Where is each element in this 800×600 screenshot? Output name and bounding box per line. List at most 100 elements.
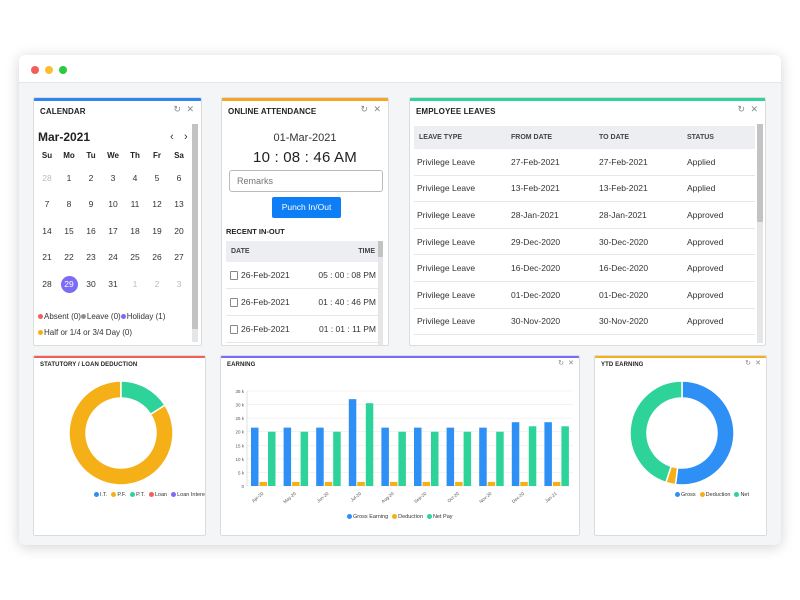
refresh-icon[interactable]: ↻ <box>558 360 564 367</box>
bar-deduction[interactable] <box>455 481 463 486</box>
punch-in-out-button[interactable]: Punch In/Out <box>272 197 341 218</box>
bar-gross-earning[interactable] <box>511 422 520 486</box>
legend-item[interactable]: Loan <box>148 492 167 498</box>
calendar-day[interactable]: 2 <box>154 278 160 289</box>
bar-net-pay[interactable] <box>268 431 276 486</box>
calendar-day[interactable]: 6 <box>176 173 182 183</box>
bar-net-pay[interactable] <box>365 403 374 486</box>
legend-item[interactable]: Deduction <box>699 492 730 498</box>
bar-gross-earning[interactable] <box>544 422 552 486</box>
column-header-status[interactable]: STATUS <box>687 134 714 141</box>
calendar-day[interactable]: 16 <box>86 225 96 236</box>
bar-net-pay[interactable] <box>300 431 309 486</box>
column-header-to-date[interactable]: TO DATE <box>599 134 630 141</box>
bar-gross-earning[interactable] <box>446 427 455 486</box>
column-header-leave-type[interactable]: LEAVE TYPE <box>419 134 463 141</box>
calendar-day[interactable]: 19 <box>152 225 162 236</box>
bar-net-pay[interactable] <box>398 431 406 486</box>
calendar-day[interactable]: 3 <box>110 173 116 183</box>
calendar-day[interactable]: 4 <box>132 173 138 183</box>
calendar-day[interactable]: 12 <box>152 199 162 210</box>
calendar-day[interactable]: 2 <box>88 173 94 183</box>
calendar-day[interactable]: 11 <box>130 199 140 210</box>
calendar-day[interactable]: 30 <box>86 278 96 289</box>
legend-item[interactable]: Loan Interes <box>171 492 205 498</box>
calendar-day[interactable]: 7 <box>44 199 50 210</box>
calendar-day[interactable]: 10 <box>108 199 118 210</box>
leaves-scrollbar[interactable] <box>757 124 763 343</box>
legend-item[interactable]: Net Pay <box>426 514 453 520</box>
close-icon[interactable]: ✕ <box>186 104 194 114</box>
legend-item[interactable]: Gross <box>675 492 696 498</box>
bar-deduction[interactable] <box>324 481 333 486</box>
bar-deduction[interactable] <box>487 481 496 486</box>
refresh-icon[interactable]: ↻ <box>173 104 181 114</box>
bar-net-pay[interactable] <box>333 431 341 486</box>
table-row[interactable]: Privilege Leave 16-Dec-2020 16-Dec-2020 App… <box>414 255 755 282</box>
calendar-day[interactable]: 13 <box>174 199 184 210</box>
calendar-day[interactable]: 1 <box>132 278 138 289</box>
bar-deduction[interactable] <box>520 481 528 486</box>
bar-gross-earning[interactable] <box>414 427 422 486</box>
calendar-day[interactable]: 17 <box>108 225 118 236</box>
table-row[interactable]: Privilege Leave16-Nov-202016-Nov-2020App… <box>414 335 755 345</box>
legend-item[interactable]: Deduction <box>392 514 423 520</box>
table-row[interactable]: Privilege Leave 01-Dec-2020 01-Dec-2020 App… <box>414 282 755 309</box>
bar-net-pay[interactable] <box>496 431 504 486</box>
legend-item[interactable]: I.T. <box>94 492 107 498</box>
calendar-day[interactable]: 22 <box>64 252 74 263</box>
attendance-scrollbar[interactable] <box>378 241 383 345</box>
bar-deduction[interactable] <box>292 481 300 486</box>
leaves-scroll-thumb[interactable] <box>757 124 763 222</box>
bar-deduction[interactable] <box>552 481 561 486</box>
bar-deduction[interactable] <box>422 481 431 486</box>
calendar-day[interactable]: 21 <box>42 252 52 263</box>
close-icon[interactable]: ✕ <box>568 360 574 367</box>
calendar-day[interactable]: 14 <box>42 225 52 236</box>
donut-slice-gross[interactable] <box>674 380 735 486</box>
table-row[interactable]: Privilege Leave 29-Dec-2020 30-Dec-2020 App… <box>414 229 755 256</box>
column-header-from-date[interactable]: FROM DATE <box>511 134 553 141</box>
legend-item[interactable]: P.T. <box>130 492 145 498</box>
refresh-icon[interactable]: ↻ <box>745 360 751 367</box>
prev-month-icon[interactable]: ‹ <box>170 131 174 143</box>
window-minimize-button[interactable] <box>45 66 53 74</box>
table-row[interactable]: Privilege Leave 13-Feb-2021 13-Feb-2021 App… <box>414 176 755 203</box>
calendar-day[interactable]: 23 <box>86 252 96 263</box>
close-icon[interactable]: ✕ <box>750 104 758 114</box>
table-row[interactable]: Privilege Leave 30-Nov-2020 30-Nov-2020 App… <box>414 309 755 336</box>
bar-gross-earning[interactable] <box>251 427 259 486</box>
calendar-day[interactable]: 26 <box>152 252 162 263</box>
bar-deduction[interactable] <box>259 481 268 486</box>
window-close-button[interactable] <box>31 66 39 74</box>
close-icon[interactable]: ✕ <box>755 360 761 367</box>
calendar-day[interactable]: 8 <box>66 199 72 210</box>
bar-net-pay[interactable] <box>528 426 537 486</box>
bar-net-pay[interactable] <box>561 426 569 486</box>
calendar-day[interactable]: 28 <box>42 278 52 289</box>
legend-item[interactable]: Gross Earning <box>347 514 388 520</box>
bar-gross-earning[interactable] <box>348 399 357 486</box>
calendar-day[interactable]: 27 <box>174 252 184 263</box>
legend-item[interactable]: Net <box>734 492 749 498</box>
calendar-day[interactable]: 20 <box>174 225 184 236</box>
table-row[interactable]: Privilege Leave 28-Jan-2021 28-Jan-2021 App… <box>414 202 755 229</box>
next-month-icon[interactable]: › <box>184 131 188 143</box>
calendar-day-today[interactable]: 29 <box>58 271 80 297</box>
bar-deduction[interactable] <box>389 481 398 486</box>
calendar-day[interactable]: 31 <box>108 278 118 289</box>
calendar-day[interactable]: 18 <box>130 225 140 236</box>
calendar-day[interactable]: 28 <box>42 173 52 183</box>
calendar-day[interactable]: 15 <box>64 225 74 236</box>
donut-slice-p-f-[interactable] <box>68 380 174 486</box>
bar-gross-earning[interactable] <box>283 427 292 486</box>
calendar-day[interactable]: 1 <box>66 173 72 183</box>
bar-net-pay[interactable] <box>431 431 439 486</box>
bar-gross-earning[interactable] <box>316 427 324 486</box>
window-maximize-button[interactable] <box>59 66 67 74</box>
calendar-day[interactable]: 3 <box>176 278 182 289</box>
refresh-icon[interactable]: ↻ <box>360 104 368 114</box>
bar-gross-earning[interactable] <box>479 427 487 486</box>
calendar-day[interactable]: 25 <box>130 252 140 263</box>
table-row[interactable]: Privilege Leave 27-Feb-2021 27-Feb-2021 App… <box>414 149 755 176</box>
